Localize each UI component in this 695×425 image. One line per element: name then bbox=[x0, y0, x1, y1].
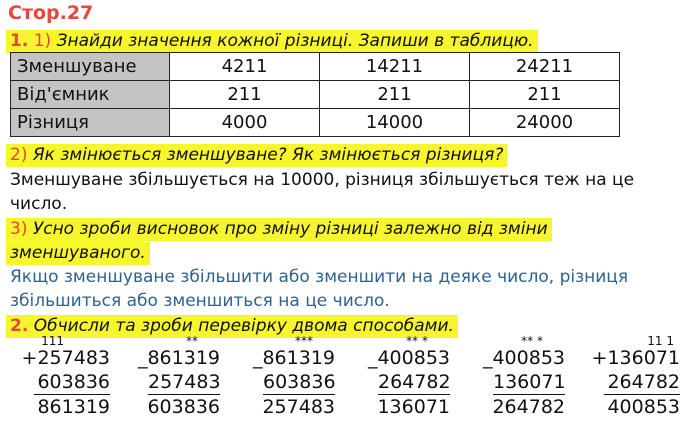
task1-question3-line2: зменшуваного. bbox=[6, 242, 150, 265]
answer3-line2: збільшиться або зменшиться на це число. bbox=[10, 291, 390, 311]
question-number: 2) bbox=[10, 145, 28, 165]
task-number: 1. bbox=[10, 31, 29, 51]
carry-marks: ** * bbox=[521, 334, 543, 348]
operand-bottom: 264782 bbox=[604, 370, 680, 395]
operand-top: _400853 bbox=[482, 347, 565, 369]
table-row: Від'ємник 211 211 211 bbox=[10, 80, 620, 109]
carry-marks: 11 1 bbox=[647, 334, 674, 348]
column-calculation: ** _861319 257483 603836 bbox=[130, 334, 221, 419]
operand-top: _861319 bbox=[137, 347, 220, 369]
row-label: Зменшуване bbox=[10, 52, 170, 81]
task-number: 2. bbox=[10, 316, 29, 336]
question-text: Знайди значення кожної різниці. Запиши в… bbox=[56, 31, 534, 51]
operand-top: +257483 bbox=[21, 347, 110, 369]
result: 603836 bbox=[147, 396, 220, 418]
result: 861319 bbox=[37, 396, 110, 418]
table-cell: 24211 bbox=[469, 52, 620, 81]
result: 400853 bbox=[607, 396, 680, 418]
operand-top: _861319 bbox=[252, 347, 335, 369]
operand-bottom: 603836 bbox=[34, 370, 110, 395]
row-label: Від'ємник bbox=[10, 80, 170, 109]
question-text: Усно зроби висновок про зміну різниці за… bbox=[32, 219, 548, 239]
carry-marks: 111 bbox=[41, 334, 64, 348]
table-cell: 24000 bbox=[469, 108, 620, 137]
answer2-line2: число. bbox=[10, 194, 68, 214]
operand-top: _400853 bbox=[367, 347, 450, 369]
column-calculation: ** * _400853 136071 264782 bbox=[475, 334, 566, 419]
table-cell: 211 bbox=[169, 80, 320, 109]
result: 264782 bbox=[492, 396, 565, 418]
table-cell: 211 bbox=[469, 80, 620, 109]
table-row: Різниця 4000 14000 24000 bbox=[10, 108, 620, 137]
carry-marks: ** * bbox=[406, 334, 428, 348]
table-cell: 14211 bbox=[319, 52, 470, 81]
operand-bottom: 264782 bbox=[378, 371, 451, 395]
result: 257483 bbox=[262, 396, 335, 418]
question-number: 3) bbox=[10, 219, 28, 239]
operand-bottom: 136071 bbox=[493, 371, 566, 395]
row-label: Різниця bbox=[10, 108, 170, 137]
carry-marks: ** bbox=[186, 334, 198, 348]
table-row: Зменшуване 4211 14211 24211 bbox=[10, 52, 620, 81]
column-calculation: *** _861319 603836 257483 bbox=[245, 334, 336, 419]
question-number: 1) bbox=[33, 31, 52, 51]
task2-heading: 2. Обчисли та зроби перевірку двома спос… bbox=[6, 315, 458, 338]
difference-table: Зменшуване 4211 14211 24211 Від'ємник 211 211 2… bbox=[10, 52, 620, 137]
operand-bottom: 603836 bbox=[263, 371, 336, 395]
column-calculation: ** * _400853 264782 136071 bbox=[360, 334, 451, 419]
task-text: Обчисли та зроби перевірку двома способа… bbox=[33, 316, 454, 336]
page-title: Стор.27 bbox=[8, 2, 94, 24]
question-text: Як змінюється зменшуване? Як змінюється … bbox=[32, 145, 504, 165]
table-cell: 4211 bbox=[169, 52, 320, 81]
operand-bottom: 257483 bbox=[148, 371, 221, 395]
column-calculation: 111 +257483 603836 861319 bbox=[20, 334, 110, 419]
table-cell: 14000 bbox=[319, 108, 470, 137]
answer2-line1: Зменшуване збільшується на 10000, різниц… bbox=[10, 170, 635, 190]
task1-question2: 2) Як змінюється зменшуване? Як змінюєть… bbox=[6, 144, 508, 167]
task1-question3: 3) Усно зроби висновок про зміну різниці… bbox=[6, 218, 552, 241]
carry-marks: *** bbox=[295, 334, 313, 348]
result: 136071 bbox=[377, 396, 450, 418]
table-cell: 4000 bbox=[169, 108, 320, 137]
column-calculation: 11 1 +136071 264782 400853 bbox=[590, 334, 680, 419]
operand-top: +136071 bbox=[591, 347, 680, 369]
answer3-line1: Якщо зменшуване збільшити або зменшити н… bbox=[10, 267, 629, 287]
table-cell: 211 bbox=[319, 80, 470, 109]
task1-question1: 1. 1) Знайди значення кожної різниці. За… bbox=[6, 30, 538, 53]
